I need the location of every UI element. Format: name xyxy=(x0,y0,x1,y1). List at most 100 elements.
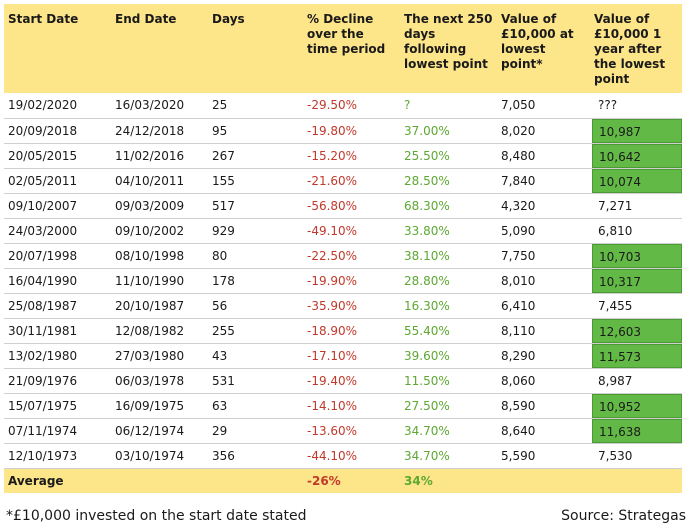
cell-decline: -17.10% xyxy=(303,343,400,369)
cell-end-date: 11/10/1990 xyxy=(111,268,208,294)
table-row: 19/02/2020 16/03/2020 25 -29.50%? 7,050??? xyxy=(4,93,682,119)
cell-end-date: 24/12/2018 xyxy=(111,118,208,144)
cell-value-after-1-year: 7,530 xyxy=(590,443,682,469)
cell-next-250-days: 68.30% xyxy=(400,193,497,219)
cell-next-250-days: 28.80% xyxy=(400,268,497,294)
cell-decline: -29.50% xyxy=(303,93,400,119)
cell-decline: -56.80% xyxy=(303,193,400,219)
header-start-date: Start Date xyxy=(4,4,111,93)
table-row: 13/02/1980 27/03/1980 43 -17.10% 39.60% 8,290… xyxy=(4,343,682,369)
cell-end-date: 08/10/1998 xyxy=(111,243,208,269)
cell-value-at-low: 8,290 xyxy=(497,343,590,369)
cell-days: 25 xyxy=(208,93,303,119)
cell-days: 517 xyxy=(208,193,303,219)
cell-decline: -15.20% xyxy=(303,143,400,169)
cell-days: 43 xyxy=(208,343,303,369)
cell-days: 267 xyxy=(208,143,303,169)
cell-end-date: 04/10/2011 xyxy=(111,168,208,194)
cell-start-date: 02/05/2011 xyxy=(4,168,111,194)
header-next-250-days: The next 250 days following lowest point xyxy=(400,4,497,93)
cell-decline: -19.90% xyxy=(303,268,400,294)
cell-value-at-low: 7,750 xyxy=(497,243,590,269)
average-empty-2 xyxy=(208,468,303,493)
cell-end-date: 09/03/2009 xyxy=(111,193,208,219)
header-end-date: End Date xyxy=(111,4,208,93)
cell-value-at-low: 7,050 xyxy=(497,93,590,119)
cell-value-at-low: 4,320 xyxy=(497,193,590,219)
value-text: 7,455 xyxy=(598,298,633,313)
cell-start-date: 12/10/1973 xyxy=(4,443,111,469)
highlighted-value: 12,603 xyxy=(592,318,682,343)
cell-end-date: 12/08/1982 xyxy=(111,318,208,344)
cell-value-after-1-year: 10,703 xyxy=(590,243,682,269)
average-decline: -26% xyxy=(303,468,400,493)
table-row: 25/08/1987 20/10/1987 56 -35.90% 16.30% 6,410… xyxy=(4,293,682,319)
average-next-250-days: 34% xyxy=(400,468,497,493)
cell-value-after-1-year: 10,987 xyxy=(590,118,682,144)
cell-value-after-1-year: 7,271 xyxy=(590,193,682,219)
cell-next-250-days: 34.70% xyxy=(400,418,497,444)
cell-value-at-low: 8,480 xyxy=(497,143,590,169)
cell-next-250-days: 28.50% xyxy=(400,168,497,194)
cell-value-at-low: 5,590 xyxy=(497,443,590,469)
highlighted-value: 11,638 xyxy=(592,418,682,443)
cell-next-250-days: 33.80% xyxy=(400,218,497,244)
cell-decline: -22.50% xyxy=(303,243,400,269)
cell-decline: -19.80% xyxy=(303,118,400,144)
table-row: 20/05/2015 11/02/2016 267 -15.20% 25.50% 8,48… xyxy=(4,143,682,169)
highlighted-value: 10,074 xyxy=(592,168,682,193)
cell-end-date: 11/02/2016 xyxy=(111,143,208,169)
table-row: 30/11/1981 12/08/1982 255 -18.90% 55.40% 8,11… xyxy=(4,318,682,344)
cell-days: 56 xyxy=(208,293,303,319)
header-value-after-1-year: Value of £10,000 1 year after the lowest… xyxy=(590,4,682,93)
average-label: Average xyxy=(4,468,111,493)
cell-start-date: 30/11/1981 xyxy=(4,318,111,344)
cell-decline: -21.60% xyxy=(303,168,400,194)
value-text: 8,987 xyxy=(598,373,633,388)
table-row: 02/05/2011 04/10/2011 155 -21.60% 28.50% 7,84… xyxy=(4,168,682,194)
value-text: 7,271 xyxy=(598,198,633,213)
cell-value-after-1-year: 10,074 xyxy=(590,168,682,194)
cell-next-250-days: 55.40% xyxy=(400,318,497,344)
cell-end-date: 16/03/2020 xyxy=(111,93,208,119)
average-empty-3 xyxy=(497,468,590,493)
cell-start-date: 15/07/1975 xyxy=(4,393,111,419)
cell-days: 80 xyxy=(208,243,303,269)
average-empty-4 xyxy=(590,468,682,493)
highlighted-value: 10,642 xyxy=(592,143,682,168)
cell-decline: -49.10% xyxy=(303,218,400,244)
cell-days: 356 xyxy=(208,443,303,469)
cell-value-at-low: 5,090 xyxy=(497,218,590,244)
cell-start-date: 20/05/2015 xyxy=(4,143,111,169)
cell-value-at-low: 8,060 xyxy=(497,368,590,394)
cell-decline: -13.60% xyxy=(303,418,400,444)
cell-next-250-days: 27.50% xyxy=(400,393,497,419)
average-empty-1 xyxy=(111,468,208,493)
highlighted-value: 10,952 xyxy=(592,393,682,418)
cell-start-date: 20/07/1998 xyxy=(4,243,111,269)
cell-decline: -35.90% xyxy=(303,293,400,319)
highlighted-value: 10,317 xyxy=(592,268,682,293)
cell-value-after-1-year: 6,810 xyxy=(590,218,682,244)
table-row: 09/10/2007 09/03/2009 517 -56.80% 68.30% 4,32… xyxy=(4,193,682,219)
source-credit: Source: Strategas xyxy=(561,508,686,524)
cell-days: 29 xyxy=(208,418,303,444)
cell-next-250-days: ? xyxy=(400,93,497,119)
cell-days: 155 xyxy=(208,168,303,194)
cell-value-at-low: 8,110 xyxy=(497,318,590,344)
cell-days: 95 xyxy=(208,118,303,144)
table-header: Start Date End Date Days % Decline over … xyxy=(4,4,682,93)
cell-end-date: 03/10/1974 xyxy=(111,443,208,469)
value-text: 6,810 xyxy=(598,223,633,238)
cell-next-250-days: 11.50% xyxy=(400,368,497,394)
cell-value-after-1-year: 12,603 xyxy=(590,318,682,344)
market-decline-table: Start Date End Date Days % Decline over … xyxy=(4,4,682,493)
cell-start-date: 19/02/2020 xyxy=(4,93,111,119)
cell-next-250-days: 37.00% xyxy=(400,118,497,144)
highlighted-value: 11,573 xyxy=(592,343,682,368)
cell-next-250-days: 34.70% xyxy=(400,443,497,469)
cell-value-after-1-year: 10,952 xyxy=(590,393,682,419)
cell-value-after-1-year: 8,987 xyxy=(590,368,682,394)
table-row: 12/10/1973 03/10/1974 356 -44.10% 34.70% 5,59… xyxy=(4,443,682,469)
cell-start-date: 07/11/1974 xyxy=(4,418,111,444)
